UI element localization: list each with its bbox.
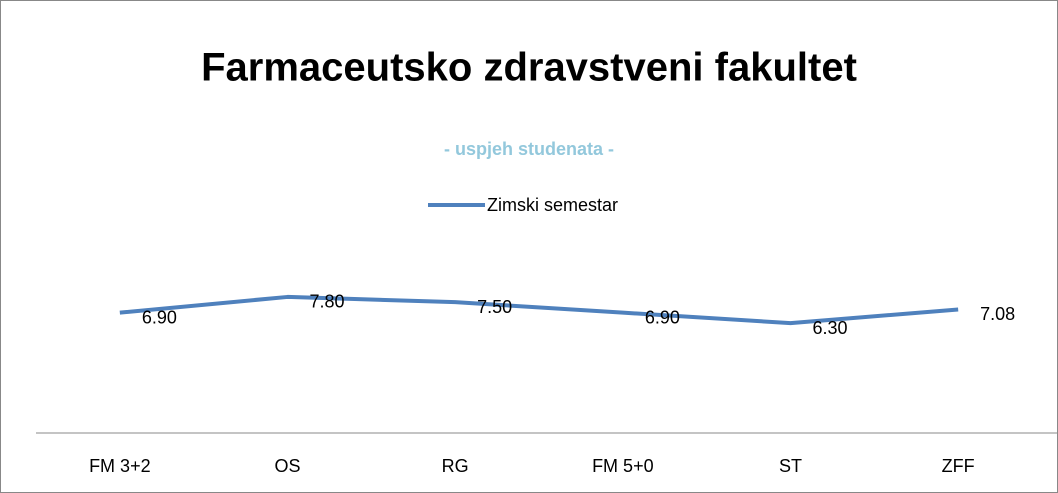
data-line	[119, 294, 959, 326]
x-tick-label: ST	[779, 456, 802, 476]
legend-label: Zimski semestar	[487, 195, 618, 215]
chart-subtitle: - uspjeh studenata -	[444, 139, 614, 159]
x-tick-label: FM 5+0	[592, 456, 654, 476]
x-tick-label: OS	[274, 456, 300, 476]
data-label: 7.50	[477, 297, 512, 317]
x-tick-label: RG	[442, 456, 469, 476]
chart-title: Farmaceutsko zdravstveni fakultet	[201, 46, 857, 90]
data-label: 7.08	[980, 304, 1015, 324]
data-label: 6.90	[645, 307, 680, 327]
x-tick-label: ZFF	[942, 456, 975, 476]
data-label: 7.80	[310, 292, 345, 312]
x-tick-label: FM 3+2	[89, 456, 151, 476]
data-label: 6.30	[813, 318, 848, 338]
data-label: 6.90	[142, 307, 177, 327]
